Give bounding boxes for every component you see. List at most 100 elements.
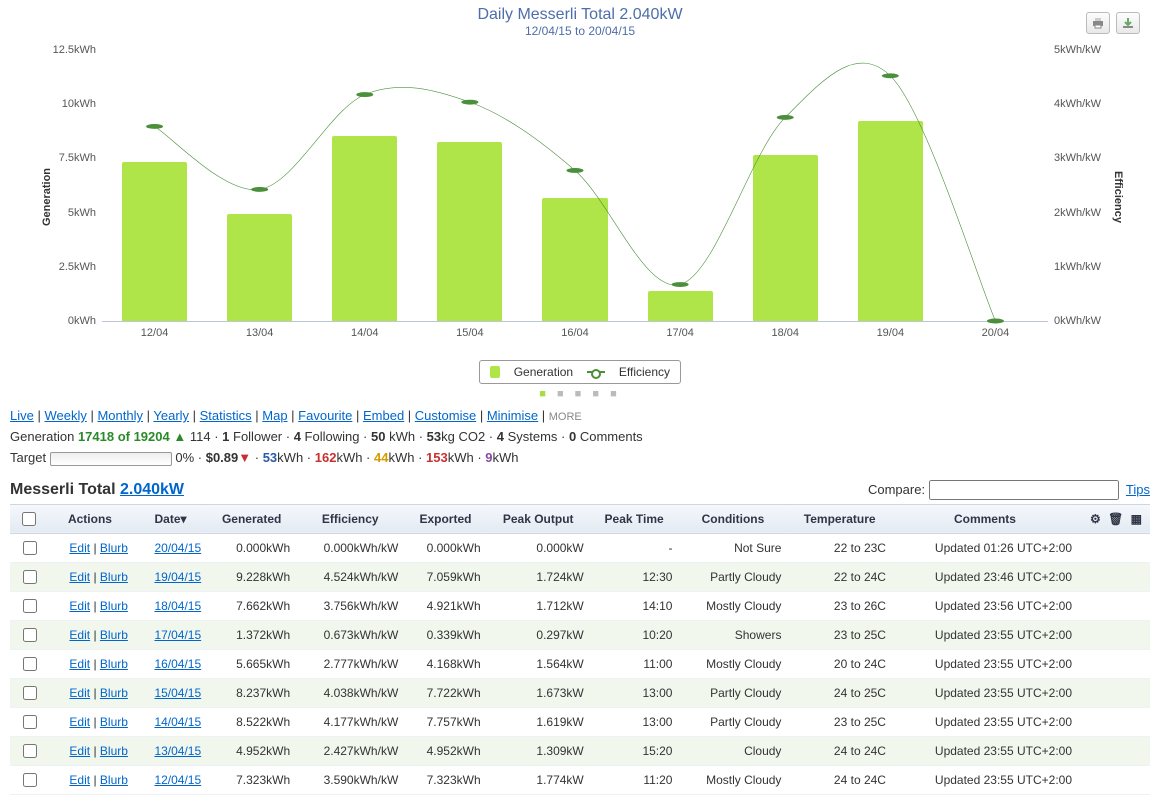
x-tick: 14/04 <box>351 321 379 339</box>
row-checkbox[interactable] <box>23 657 37 671</box>
col-1[interactable]: Date▾ <box>134 504 207 533</box>
tips-link[interactable]: Tips <box>1126 482 1150 497</box>
system-power-link[interactable]: 2.040kW <box>120 481 184 498</box>
chart-subtitle: 12/04/15 to 20/04/15 <box>10 24 1150 38</box>
legend-generation-swatch <box>490 366 500 378</box>
nav-embed[interactable]: Embed <box>363 408 404 423</box>
efficiency-line <box>102 50 1048 321</box>
x-tick: 13/04 <box>246 321 274 339</box>
nav-favourite[interactable]: Favourite <box>298 408 352 423</box>
gear-icon[interactable]: ⚙ <box>1090 512 1101 526</box>
qr-icon[interactable]: ▦ <box>1131 512 1142 526</box>
row-checkbox[interactable] <box>23 599 37 613</box>
blurb-link[interactable]: Blurb <box>100 570 128 584</box>
row-checkbox[interactable] <box>23 744 37 758</box>
edit-link[interactable]: Edit <box>69 628 90 642</box>
row-checkbox[interactable] <box>23 541 37 555</box>
date-link[interactable]: 17/04/15 <box>154 628 201 642</box>
chart-container: Daily Messerli Total 2.040kW 12/04/15 to… <box>10 6 1150 400</box>
row-checkbox[interactable] <box>23 570 37 584</box>
blurb-link[interactable]: Blurb <box>100 628 128 642</box>
rank-value: 17418 of 19204 <box>78 429 170 444</box>
legend-efficiency-label: Efficiency <box>619 365 670 379</box>
nav-map[interactable]: Map <box>262 408 287 423</box>
col-0[interactable]: Actions <box>46 504 134 533</box>
nav-customise[interactable]: Customise <box>415 408 476 423</box>
chart-legend: Generation Efficiency <box>479 360 681 384</box>
edit-link[interactable]: Edit <box>69 686 90 700</box>
col-9[interactable]: Comments <box>892 504 1078 533</box>
date-link[interactable]: 18/04/15 <box>154 599 201 613</box>
print-icon[interactable] <box>1086 12 1110 34</box>
date-link[interactable]: 20/04/15 <box>154 541 201 555</box>
nav-yearly[interactable]: Yearly <box>153 408 189 423</box>
x-tick: 12/04 <box>141 321 169 339</box>
row-checkbox[interactable] <box>23 628 37 642</box>
date-link[interactable]: 12/04/15 <box>154 773 201 787</box>
edit-link[interactable]: Edit <box>69 773 90 787</box>
compare-input[interactable] <box>929 480 1119 500</box>
date-link[interactable]: 15/04/15 <box>154 686 201 700</box>
y-axis-right-label: Efficiency <box>1112 171 1124 223</box>
blurb-link[interactable]: Blurb <box>100 715 128 729</box>
table-row: Edit | Blurb 14/04/15 8.522kWh 4.177kWh/… <box>10 707 1150 736</box>
x-tick: 17/04 <box>666 321 694 339</box>
table-row: Edit | Blurb 12/04/15 7.323kWh 3.590kWh/… <box>10 765 1150 794</box>
edit-link[interactable]: Edit <box>69 541 90 555</box>
nav-weekly[interactable]: Weekly <box>44 408 86 423</box>
date-link[interactable]: 13/04/15 <box>154 744 201 758</box>
select-all-checkbox[interactable] <box>22 512 36 526</box>
blurb-link[interactable]: Blurb <box>100 599 128 613</box>
blurb-link[interactable]: Blurb <box>100 657 128 671</box>
table-row: Edit | Blurb 16/04/15 5.665kWh 2.777kWh/… <box>10 649 1150 678</box>
edit-link[interactable]: Edit <box>69 570 90 584</box>
nav-more[interactable]: MORE <box>549 411 582 423</box>
chart-plot-area: Generation Efficiency 0kWh2.5kWh5kWh7.5k… <box>34 42 1126 352</box>
blurb-link[interactable]: Blurb <box>100 541 128 555</box>
compare-box: Compare: Tips <box>868 480 1150 500</box>
legend-efficiency-swatch <box>587 371 605 373</box>
date-link[interactable]: 16/04/15 <box>154 657 201 671</box>
target-progress <box>50 452 172 466</box>
trash-icon[interactable]: 🗑 <box>1108 512 1123 526</box>
row-checkbox[interactable] <box>23 715 37 729</box>
edit-link[interactable]: Edit <box>69 599 90 613</box>
down-triangle-icon: ▼ <box>238 450 251 465</box>
nav-live[interactable]: Live <box>10 408 34 423</box>
nav-statistics[interactable]: Statistics <box>200 408 252 423</box>
col-3[interactable]: Efficiency <box>296 504 404 533</box>
blurb-link[interactable]: Blurb <box>100 773 128 787</box>
edit-link[interactable]: Edit <box>69 657 90 671</box>
chart-pager[interactable]: ■ ■ ■ ■ ■ <box>10 388 1150 400</box>
summary-target: Target 0% · $0.89▼ · 53kWh · 162kWh · 44… <box>10 450 1150 466</box>
data-table: ActionsDate▾GeneratedEfficiencyExportedP… <box>10 504 1150 795</box>
col-7[interactable]: Conditions <box>678 504 787 533</box>
edit-link[interactable]: Edit <box>69 715 90 729</box>
row-checkbox[interactable] <box>23 773 37 787</box>
col-5[interactable]: Peak Output <box>487 504 590 533</box>
table-row: Edit | Blurb 15/04/15 8.237kWh 4.038kWh/… <box>10 678 1150 707</box>
col-6[interactable]: Peak Time <box>590 504 679 533</box>
view-nav: Live | Weekly | Monthly | Yearly | Stati… <box>10 408 1150 423</box>
nav-minimise[interactable]: Minimise <box>487 408 538 423</box>
date-link[interactable]: 14/04/15 <box>154 715 201 729</box>
x-tick: 20/04 <box>982 321 1010 339</box>
row-checkbox[interactable] <box>23 686 37 700</box>
table-row: Edit | Blurb 17/04/15 1.372kWh 0.673kWh/… <box>10 620 1150 649</box>
download-icon[interactable] <box>1116 12 1140 34</box>
system-title: Messerli Total 2.040kW <box>10 481 184 499</box>
col-8[interactable]: Temperature <box>787 504 892 533</box>
table-row: Edit | Blurb 18/04/15 7.662kWh 3.756kWh/… <box>10 591 1150 620</box>
x-tick: 15/04 <box>456 321 484 339</box>
table-row: Edit | Blurb 19/04/15 9.228kWh 4.524kWh/… <box>10 562 1150 591</box>
col-2[interactable]: Generated <box>207 504 296 533</box>
edit-link[interactable]: Edit <box>69 744 90 758</box>
col-4[interactable]: Exported <box>404 504 486 533</box>
date-link[interactable]: 19/04/15 <box>154 570 201 584</box>
blurb-link[interactable]: Blurb <box>100 744 128 758</box>
nav-monthly[interactable]: Monthly <box>97 408 143 423</box>
blurb-link[interactable]: Blurb <box>100 686 128 700</box>
x-tick: 19/04 <box>877 321 905 339</box>
x-tick: 16/04 <box>561 321 589 339</box>
legend-generation-label: Generation <box>514 365 573 379</box>
